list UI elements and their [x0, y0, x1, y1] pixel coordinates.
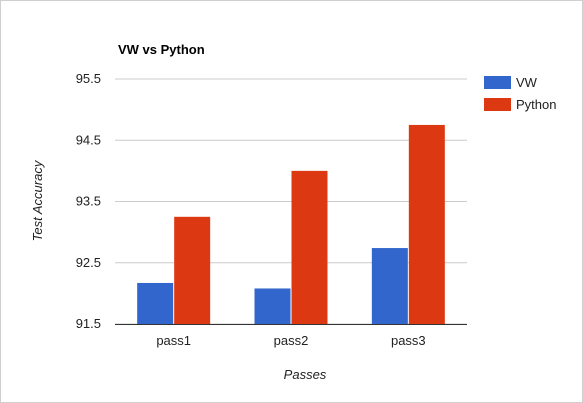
- legend-label-vw: VW: [516, 75, 538, 90]
- x-axis-title: Passes: [284, 367, 327, 382]
- y-tick-label: 95.5: [76, 71, 101, 86]
- x-tick-layer: pass1 pass2 pass3: [156, 333, 425, 348]
- bar-vw-pass2[interactable]: [254, 288, 291, 324]
- y-tick-layer: 91.5 92.5 93.5 94.5 95.5: [76, 71, 101, 331]
- y-tick-label: 94.5: [76, 132, 101, 147]
- legend-label-python: Python: [516, 97, 556, 112]
- chart-title: VW vs Python: [118, 42, 205, 57]
- bar-python-pass3[interactable]: [408, 124, 445, 324]
- y-tick-label: 93.5: [76, 194, 101, 209]
- x-tick-label: pass1: [156, 333, 191, 348]
- x-tick-label: pass3: [391, 333, 426, 348]
- bar-python-pass1[interactable]: [174, 216, 211, 324]
- legend-swatch-vw: [484, 76, 511, 89]
- x-tick-label: pass2: [274, 333, 309, 348]
- y-tick-label: 92.5: [76, 255, 101, 270]
- legend-swatch-python: [484, 98, 511, 111]
- legend: VW Python: [484, 75, 556, 112]
- bar-vw-pass3[interactable]: [371, 248, 408, 324]
- y-axis-title: Test Accuracy: [30, 159, 45, 241]
- y-tick-label: 91.5: [76, 316, 101, 331]
- bar-python-pass2[interactable]: [291, 170, 328, 324]
- bar-vw-pass1[interactable]: [137, 282, 174, 324]
- bar-layer: [137, 124, 445, 324]
